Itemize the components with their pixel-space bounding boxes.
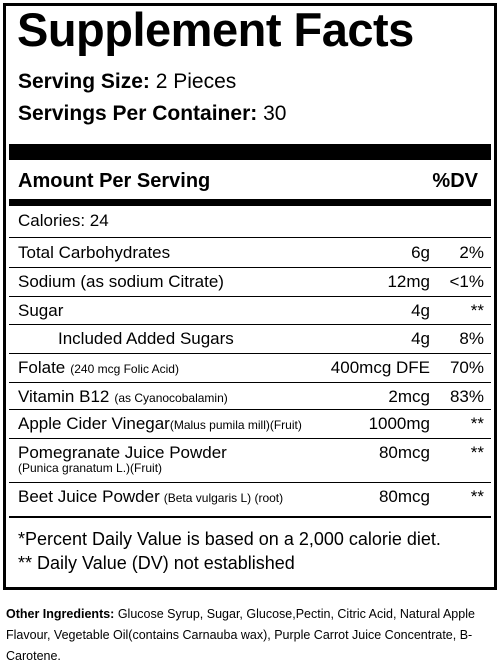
nutrient-dv: 8% [459,329,484,348]
amount-per-serving-label: Amount Per Serving [18,170,211,192]
nutrient-row: Total Carbohydrates 6g 2% [18,243,488,263]
nutrient-amount: 6g [411,243,430,262]
nutrient-source: (Punica granatum L.)(Fruit) [18,461,163,475]
nutrient-source: (as Cyanocobalamin) [114,391,228,405]
serving-size-value: 2 Pieces [155,70,237,93]
nutrient-dv: 2% [459,243,484,262]
footnote-dv: *Percent Daily Value is based on a 2,000… [18,529,441,549]
nutrient-name: Folate [18,358,66,377]
row-divider [9,409,491,410]
nutrient-name: Pomegranate Juice Powder [18,443,227,462]
nutrient-name: Total Carbohydrates [18,243,171,262]
nutrient-name: Sugar [18,301,64,320]
nutrient-amount: 1000mg [368,414,430,433]
nutrient-dv: <1% [449,272,485,291]
panel-title: Supplement Facts [17,3,414,56]
nutrient-name: Sodium (as sodium Citrate) [18,272,224,291]
row-divider [9,438,491,439]
nutrient-amount: 4g [411,329,430,348]
nutrient-row: Included Added Sugars 4g 8% [58,329,488,349]
nutrient-row: Vitamin B12 (as Cyanocobalamin) 2mcg 83% [18,387,488,407]
nutrient-name: Beet Juice Powder [18,487,160,506]
row-divider [9,382,491,383]
serving-size-label: Serving Size: [18,70,150,93]
nutrient-row: Sugar 4g ** [18,301,488,321]
serving-size: Serving Size: 2 Pieces [18,70,236,94]
nutrient-dv: ** [470,487,484,506]
thick-divider [9,144,491,160]
nutrient-row: Folate (240 mcg Folic Acid) 400mcg DFE 70% [18,358,488,378]
other-ingredients: Other Ingredients: Glucose Syrup, Sugar,… [6,604,496,667]
row-divider [9,267,491,268]
nutrient-amount: 4g [411,301,430,320]
amount-header: Amount Per Serving %DV [18,170,482,193]
footer-divider [9,516,491,518]
nutrient-row: Apple Cider Vinegar(Malus pumila mill)(F… [18,414,488,434]
nutrient-dv: ** [470,443,484,462]
nutrient-amount: 80mcg [378,487,430,506]
nutrient-dv: ** [470,301,484,320]
row-divider [9,324,491,325]
nutrient-row: Beet Juice Powder (Beta vulgaris L) (root… [18,487,488,507]
servings-per-container: Servings Per Container: 30 [18,102,286,126]
nutrient-dv: 70% [449,358,484,377]
nutrient-dv: 83% [449,387,484,406]
medium-divider [9,199,491,206]
nutrient-amount: 400mcg DFE [330,358,430,377]
dv-header: %DV [432,170,478,192]
nutrient-amount: 80mcg [378,443,430,462]
nutrient-dv: ** [470,414,484,433]
servings-label: Servings Per Container: [18,102,258,125]
row-divider [9,353,491,354]
nutrient-name: Included Added Sugars [58,329,234,348]
supplement-facts-panel: Supplement Facts Serving Size: 2 Pieces … [3,3,497,590]
calories-text: Calories: 24 [18,211,109,230]
calories-row: Calories: 24 [18,211,488,231]
nutrient-source: (Beta vulgaris L) (root) [163,491,284,505]
nutrient-row: Sodium (as sodium Citrate) 12mg <1% [18,272,488,292]
nutrient-amount: 2mcg [388,387,430,406]
nutrient-name: Apple Cider Vinegar [18,414,170,433]
other-ingredients-label: Other Ingredients: [6,607,115,621]
row-divider [9,482,491,483]
nutrient-source: (240 mcg Folic Acid) [70,362,179,376]
other-ingredients-text: Glucose Syrup, Sugar, Glucose,Pectin, Ci… [6,607,475,663]
nutrient-source: (Malus pumila mill)(Fruit) [169,418,302,432]
nutrient-row: Pomegranate Juice Powder (Punica granatum… [18,443,488,475]
nutrient-amount: 12mg [387,272,430,291]
nutrient-name: Vitamin B12 [18,387,110,406]
servings-value: 30 [263,102,287,125]
row-divider [9,237,491,238]
footnote-not-established: ** Daily Value (DV) not established [18,553,295,573]
row-divider [9,296,491,297]
